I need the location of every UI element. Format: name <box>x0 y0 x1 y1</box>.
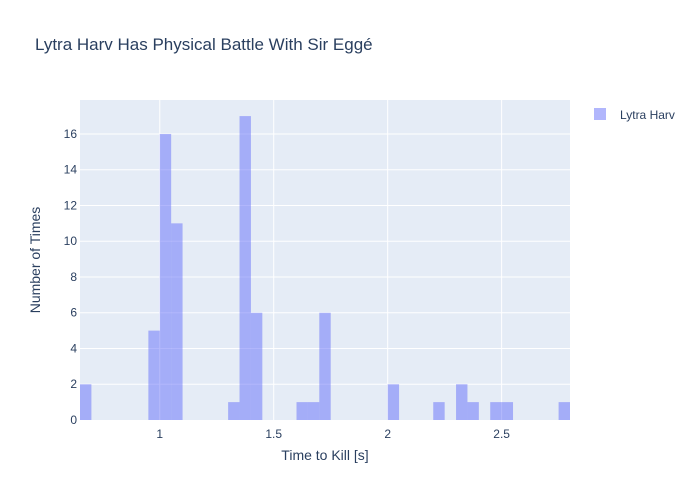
y-tick-label: 14 <box>64 163 78 177</box>
histogram-bar[interactable] <box>433 402 445 420</box>
histogram-bar[interactable] <box>171 223 183 420</box>
histogram-bar[interactable] <box>296 402 308 420</box>
y-tick-label: 10 <box>64 234 78 248</box>
y-tick-label: 0 <box>70 413 77 427</box>
histogram-bar[interactable] <box>250 312 263 420</box>
y-axis-ticks: 0 2 4 6 8 10 12 14 16 <box>64 127 78 427</box>
x-axis-ticks: 1 1.5 2 2.5 <box>156 427 510 441</box>
y-tick-label: 6 <box>70 306 77 320</box>
histogram-bars <box>80 116 570 420</box>
y-tick-label: 8 <box>70 270 77 284</box>
x-tick-label: 1 <box>156 427 163 441</box>
histogram-bar[interactable] <box>558 402 570 420</box>
histogram-bar[interactable] <box>467 402 479 420</box>
legend[interactable]: Lytra Harv <box>594 108 675 122</box>
histogram-bar[interactable] <box>228 402 240 420</box>
histogram-bar[interactable] <box>239 116 251 420</box>
x-tick-label: 1.5 <box>265 427 282 441</box>
y-axis-title: Number of Times <box>27 207 43 314</box>
y-tick-label: 16 <box>64 127 78 141</box>
chart-title: Lytra Harv Has Physical Battle With Sir … <box>35 35 373 54</box>
histogram-bar[interactable] <box>501 402 514 420</box>
histogram-bar[interactable] <box>159 133 172 420</box>
y-tick-label: 4 <box>70 341 77 355</box>
legend-label[interactable]: Lytra Harv <box>620 108 675 122</box>
histogram-bar[interactable] <box>148 330 160 420</box>
histogram-bar[interactable] <box>387 384 400 420</box>
histogram-bar[interactable] <box>319 312 331 420</box>
x-tick-label: 2.5 <box>493 427 510 441</box>
y-tick-label: 2 <box>70 377 77 391</box>
x-axis-title: Time to Kill [s] <box>281 447 368 463</box>
histogram-bar[interactable] <box>80 384 92 420</box>
legend-swatch[interactable] <box>594 108 606 120</box>
histogram-bar[interactable] <box>490 402 502 420</box>
histogram-bar[interactable] <box>456 384 468 420</box>
x-tick-label: 2 <box>384 427 391 441</box>
y-tick-label: 12 <box>64 198 78 212</box>
histogram-bar[interactable] <box>307 402 320 420</box>
